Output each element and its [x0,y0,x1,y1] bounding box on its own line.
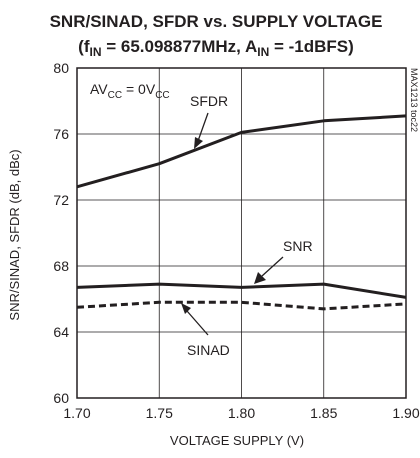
plot-frame [76,67,407,399]
annot-part-2: = 0V [122,81,156,97]
y-axis-label: SNR/SINAD, SFDR (dB, dBc) [7,149,22,320]
chart-title-line2: (fIN = 65.098877MHz, AIN = -1dBFS) [78,37,354,59]
series-group [76,114,407,311]
supply-annotation: AVCC = 0VCC [90,81,170,101]
series-labels: SFDR SNR SINAD [181,93,313,358]
chart-title-line1: SNR/SINAD, SFDR vs. SUPPLY VOLTAGE [50,12,383,31]
series-line-sfdr [76,114,407,189]
y-tick-label: 76 [53,126,69,142]
snr-arrowhead [254,272,266,284]
x-tick-labels: 1.70 1.75 1.80 1.85 1.90 [63,405,419,421]
title-sub-1: IN [90,45,102,59]
y-tick-label: 64 [53,324,69,340]
y-tick-label: 80 [53,60,69,76]
annot-sub-1: CC [108,90,122,101]
title-part-2: = 65.098877MHz, A [102,37,258,56]
figure-code: MAX1213 toc22 [409,68,419,132]
sfdr-arrowhead [194,137,203,149]
sinad-leader-line [186,310,209,336]
title-part-4: = -1dBFS) [269,37,354,56]
y-tick-label: 60 [53,390,69,406]
y-tick-labels: 60 64 68 72 76 80 [53,60,69,406]
y-tick-label: 68 [53,258,69,274]
x-tick-label: 1.80 [228,405,255,421]
y-tick-label: 72 [53,192,69,208]
series-line-snr [76,282,407,299]
snr-leader-line [261,256,284,277]
annot-sub-3: CC [155,90,169,101]
x-tick-label: 1.90 [392,405,419,421]
sinad-arrowhead [181,303,191,314]
series-label-sfdr: SFDR [190,93,228,109]
x-tick-label: 1.85 [310,405,337,421]
title-sub-3: IN [257,45,269,59]
series-label-sinad: SINAD [187,342,230,358]
sfdr-leader-line [197,112,209,142]
annot-part-0: AV [90,81,108,97]
x-axis-label: VOLTAGE SUPPLY (V) [170,433,304,448]
x-tick-label: 1.75 [146,405,173,421]
x-tick-label: 1.70 [63,405,90,421]
title-part-0: (f [78,37,90,56]
series-label-snr: SNR [283,238,313,254]
